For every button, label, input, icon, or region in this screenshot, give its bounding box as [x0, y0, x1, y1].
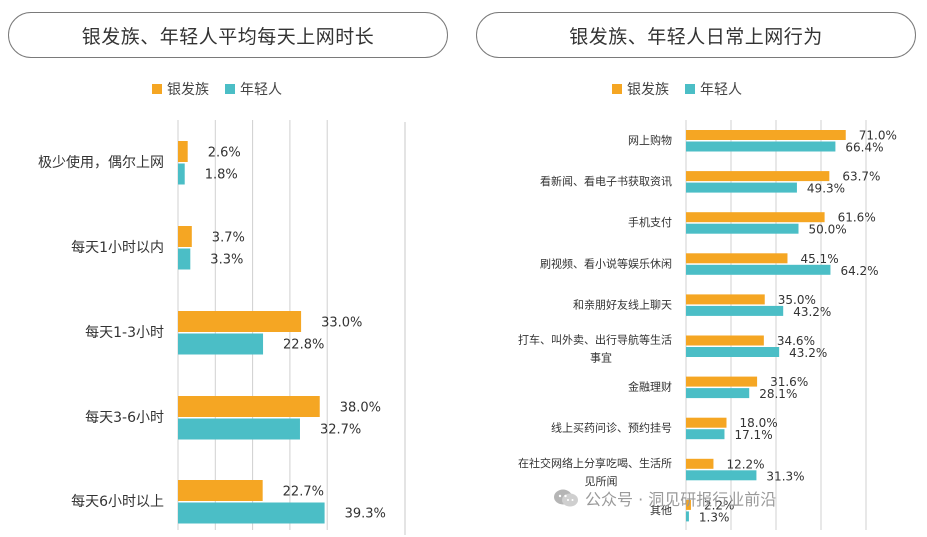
- category-label: 事宜: [590, 351, 612, 365]
- value-label-silver: 63.7%: [842, 170, 880, 184]
- bar-silver: [178, 226, 192, 247]
- value-label-silver: 34.6%: [777, 334, 815, 348]
- left-legend: 银发族 年轻人: [152, 79, 298, 99]
- value-label-silver: 31.6%: [770, 375, 808, 389]
- legend-item-young: 年轻人: [225, 79, 282, 99]
- value-label-silver: 3.7%: [212, 231, 245, 246]
- bar-silver: [686, 417, 727, 428]
- watermark-text: 公众号 · 洞见研报行业前沿: [585, 490, 777, 509]
- bar-silver: [686, 294, 765, 305]
- bar-young: [686, 141, 836, 152]
- value-label-silver: 33.0%: [321, 316, 362, 331]
- category-label: 每天3-6小时: [85, 410, 164, 426]
- bar-young: [686, 223, 799, 234]
- right-legend: 银发族 年轻人: [612, 79, 758, 99]
- bar-silver: [686, 458, 714, 469]
- value-label-silver: 22.7%: [283, 485, 324, 500]
- left-chart-title: 银发族、年轻人平均每天上网时长: [8, 12, 448, 58]
- legend-swatch-silver: [152, 84, 162, 94]
- bar-silver: [178, 396, 320, 417]
- value-label-silver: 35.0%: [778, 293, 816, 307]
- bar-silver: [686, 335, 764, 346]
- legend-swatch-young: [225, 84, 235, 94]
- category-label: 网上购物: [628, 133, 672, 147]
- legend-item-young: 年轻人: [685, 79, 742, 99]
- bar-silver: [686, 130, 846, 140]
- value-label-young: 1.3%: [699, 510, 730, 524]
- bar-silver: [686, 376, 758, 387]
- bar-young: [686, 511, 689, 522]
- bar-young: [686, 429, 725, 440]
- bar-young: [178, 248, 191, 270]
- category-label: 极少使用，偶尔上网: [38, 154, 164, 171]
- category-label: 每天1小时以内: [71, 240, 164, 256]
- category-label: 在社交网络上分享吃喝、生活所: [518, 456, 672, 470]
- bar-young: [686, 182, 797, 193]
- wechat-icon: [554, 489, 578, 507]
- value-label-young: 50.0%: [809, 223, 847, 237]
- category-label: 打车、叫外卖、出行导航等生活: [518, 333, 672, 347]
- left-chart-title-text: 银发族、年轻人平均每天上网时长: [81, 25, 375, 48]
- value-label-young: 1.8%: [205, 168, 238, 183]
- value-label-young: 66.4%: [845, 141, 883, 155]
- value-label-silver: 18.0%: [740, 416, 778, 430]
- value-label-silver: 2.6%: [208, 146, 241, 161]
- value-label-young: 3.3%: [210, 253, 243, 268]
- value-label-silver: 71.0%: [859, 129, 897, 143]
- bar-young: [686, 388, 750, 399]
- legend-label-young: 年轻人: [700, 82, 742, 98]
- legend-item-silver: 银发族: [612, 79, 669, 99]
- category-label: 刷视频、看小说等娱乐休闲: [540, 256, 672, 270]
- category-label: 每天6小时以上: [71, 494, 164, 510]
- bar-silver: [686, 171, 830, 182]
- bar-silver: [686, 499, 691, 510]
- bar-silver: [686, 253, 788, 264]
- legend-swatch-young: [685, 84, 695, 94]
- value-label-young: 43.2%: [793, 305, 831, 319]
- value-label-silver: 38.0%: [340, 401, 381, 416]
- bar-silver: [178, 311, 302, 332]
- category-label: 看新闻、看电子书获取资讯: [540, 174, 672, 188]
- value-label-young: 31.3%: [766, 469, 804, 483]
- value-label-young: 43.2%: [789, 346, 827, 360]
- legend-item-silver: 银发族: [152, 79, 209, 99]
- category-label: 其他: [650, 504, 672, 517]
- legend-label-young: 年轻人: [240, 82, 282, 98]
- bar-silver: [178, 480, 263, 501]
- bar-young: [178, 333, 264, 355]
- bar-silver: [686, 212, 825, 223]
- right-chart-title-text: 银发族、年轻人日常上网行为: [569, 25, 823, 48]
- value-label-young: 64.2%: [840, 264, 878, 278]
- value-label-young: 39.3%: [345, 507, 386, 522]
- value-label-silver: 45.1%: [800, 252, 838, 266]
- bar-young: [686, 347, 780, 357]
- bar-young: [686, 264, 831, 275]
- category-label: 和亲朋好友线上聊天: [573, 297, 672, 311]
- watermark: 公众号 · 洞见研报行业前沿: [553, 486, 776, 510]
- right-chart-title: 银发族、年轻人日常上网行为: [476, 12, 916, 58]
- value-label-young: 49.3%: [807, 182, 845, 196]
- value-label-young: 17.1%: [734, 428, 772, 442]
- value-label-young: 22.8%: [283, 338, 324, 353]
- bar-young: [686, 305, 784, 316]
- value-label-silver: 61.6%: [838, 211, 876, 225]
- category-label: 手机支付: [628, 215, 672, 229]
- value-label-young: 28.1%: [759, 387, 797, 401]
- bar-young: [178, 163, 185, 185]
- bar-young: [178, 418, 300, 440]
- category-label: 每天1-3小时: [85, 325, 164, 341]
- category-label: 线上买药问诊、预约挂号: [551, 421, 672, 435]
- bar-silver: [178, 141, 188, 162]
- bar-young: [686, 470, 757, 481]
- bar-young: [178, 502, 325, 524]
- category-label: 金融理财: [628, 380, 672, 394]
- value-label-silver: 12.2%: [726, 457, 764, 471]
- legend-label-silver: 银发族: [167, 82, 209, 98]
- legend-label-silver: 银发族: [627, 82, 669, 98]
- category-label: 见所闻: [585, 474, 618, 488]
- value-label-young: 32.7%: [320, 423, 361, 438]
- value-label-silver: 2.2%: [704, 498, 735, 512]
- legend-swatch-silver: [612, 84, 622, 94]
